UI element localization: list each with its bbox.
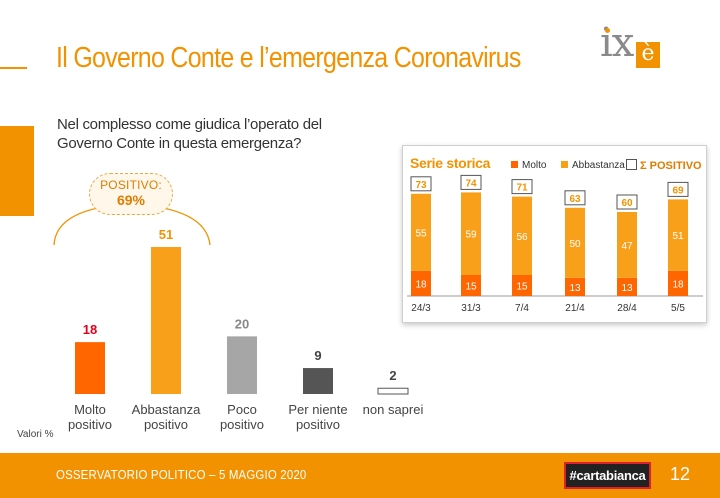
inset-date-label: 28/4: [617, 303, 637, 314]
historical-series-title: Serie storica: [410, 155, 491, 171]
main-bar: [75, 342, 105, 394]
inset-total-value: 73: [415, 180, 427, 191]
main-bar-chart: 18Moltopositivo51Abbastanzapositivo20Poc…: [68, 227, 424, 432]
legend-abbastanza: Abbastanza: [561, 160, 625, 171]
main-bar-value: 9: [314, 348, 321, 363]
inset-bar-molto: [411, 270, 431, 296]
inset-molto-value: 13: [621, 283, 633, 294]
inset-bar-molto: [512, 275, 532, 296]
main-bar-value: 51: [159, 227, 173, 242]
inset-total-box: [511, 179, 533, 195]
page-title: Il Governo Conte e l’emergenza Coronavir…: [56, 42, 521, 74]
values-note: Valori %: [17, 429, 54, 440]
inset-total-value: 63: [569, 194, 581, 205]
inset-abbastanza-value: 55: [415, 228, 427, 239]
cartabianca-badge: #cartabianca: [564, 462, 651, 489]
main-bar: [303, 368, 333, 394]
inset-bar-molto: [617, 277, 637, 296]
legend-abbastanza-label: Abbastanza: [572, 160, 625, 171]
main-bar: [151, 247, 181, 394]
inset-bar-molto: [461, 275, 481, 296]
legend-abbastanza-swatch: [561, 161, 568, 168]
inset-molto-value: 18: [672, 279, 684, 290]
ixe-logo: ix è: [600, 20, 664, 72]
side-accent-block: [0, 126, 34, 216]
inset-molto-value: 15: [516, 282, 528, 293]
main-category-label: Poco: [227, 402, 257, 417]
inset-bar-abbastanza: [565, 207, 585, 278]
legend-positivo-box: [626, 159, 637, 170]
main-bar-value: 18: [83, 322, 97, 337]
legend-molto-label: Molto: [522, 160, 547, 171]
inset-total-value: 69: [672, 185, 684, 196]
inset-abbastanza-value: 50: [569, 239, 581, 250]
inset-total-value: 74: [465, 178, 477, 189]
historical-stacked-chart: 18 55 73 24/3 15 59 74 31/3 15 56 71 7/4 13 50 63 21/4 1…: [407, 174, 703, 314]
inset-total-box: [410, 176, 432, 192]
main-category-label: positivo: [296, 417, 340, 432]
inset-total-box: [564, 190, 586, 206]
logo-wordmark: ix: [600, 20, 634, 66]
inset-molto-value: 15: [465, 282, 477, 293]
inset-abbastanza-value: 47: [621, 241, 633, 252]
historical-series-panel: Serie storica Molto Abbastanza Σ POSITIV…: [402, 145, 707, 323]
main-category-label: Abbastanza: [132, 402, 201, 417]
main-category-label: positivo: [220, 417, 264, 432]
logo-square: è: [636, 42, 660, 68]
legend-positivo-label: Σ POSITIVO: [640, 160, 702, 172]
survey-question: Nel complesso come giudica l’operato del…: [57, 116, 322, 152]
inset-date-label: 21/4: [565, 303, 585, 314]
inset-molto-value: 13: [569, 283, 581, 294]
inset-date-label: 5/5: [671, 303, 685, 314]
main-bar-value: 2: [389, 368, 396, 383]
main-category-label: positivo: [68, 417, 112, 432]
inset-abbastanza-value: 59: [465, 230, 477, 241]
inset-total-value: 60: [621, 198, 633, 209]
inset-total-box: [460, 174, 482, 190]
logo-dot: [605, 28, 610, 33]
legend-molto-swatch: [511, 161, 518, 168]
inset-abbastanza-value: 51: [672, 231, 684, 242]
inset-total-box: [616, 194, 638, 210]
main-category-label: positivo: [144, 417, 188, 432]
footer-text: OSSERVATORIO POLITICO – 5 MAGGIO 2020: [56, 467, 307, 482]
page-number: 12: [670, 464, 691, 484]
inset-bar-molto: [565, 277, 585, 296]
main-category-label: Molto: [74, 402, 106, 417]
inset-bar-abbastanza: [668, 199, 688, 271]
inset-total-value: 71: [516, 183, 528, 194]
positive-summary-bubble: POSITIVO: 69%: [89, 173, 173, 215]
inset-total-box: [667, 181, 689, 197]
footer-bar: OSSERVATORIO POLITICO – 5 MAGGIO 2020 #c…: [0, 453, 720, 498]
inset-date-label: 31/3: [461, 303, 481, 314]
main-bar: [377, 387, 409, 395]
inset-molto-value: 18: [415, 279, 427, 290]
positive-summary-label: POSITIVO:: [100, 178, 162, 192]
inset-bar-molto: [668, 270, 688, 296]
inset-bar-abbastanza: [411, 193, 431, 271]
main-category-label: Per niente: [288, 402, 347, 417]
main-bar-value: 20: [235, 316, 249, 331]
inset-bar-abbastanza: [512, 196, 532, 275]
main-category-label: non saprei: [363, 402, 424, 417]
legend-molto: Molto: [511, 160, 546, 171]
inset-bar-abbastanza: [461, 192, 481, 275]
inset-bar-abbastanza: [617, 212, 637, 278]
inset-date-label: 24/3: [411, 303, 431, 314]
positive-summary-value: 69%: [116, 192, 146, 208]
legend-positivo: Σ POSITIVO: [626, 159, 702, 172]
main-bar: [227, 336, 257, 394]
title-accent-line: [0, 67, 27, 69]
inset-abbastanza-value: 56: [516, 232, 528, 243]
inset-date-label: 7/4: [515, 303, 529, 314]
